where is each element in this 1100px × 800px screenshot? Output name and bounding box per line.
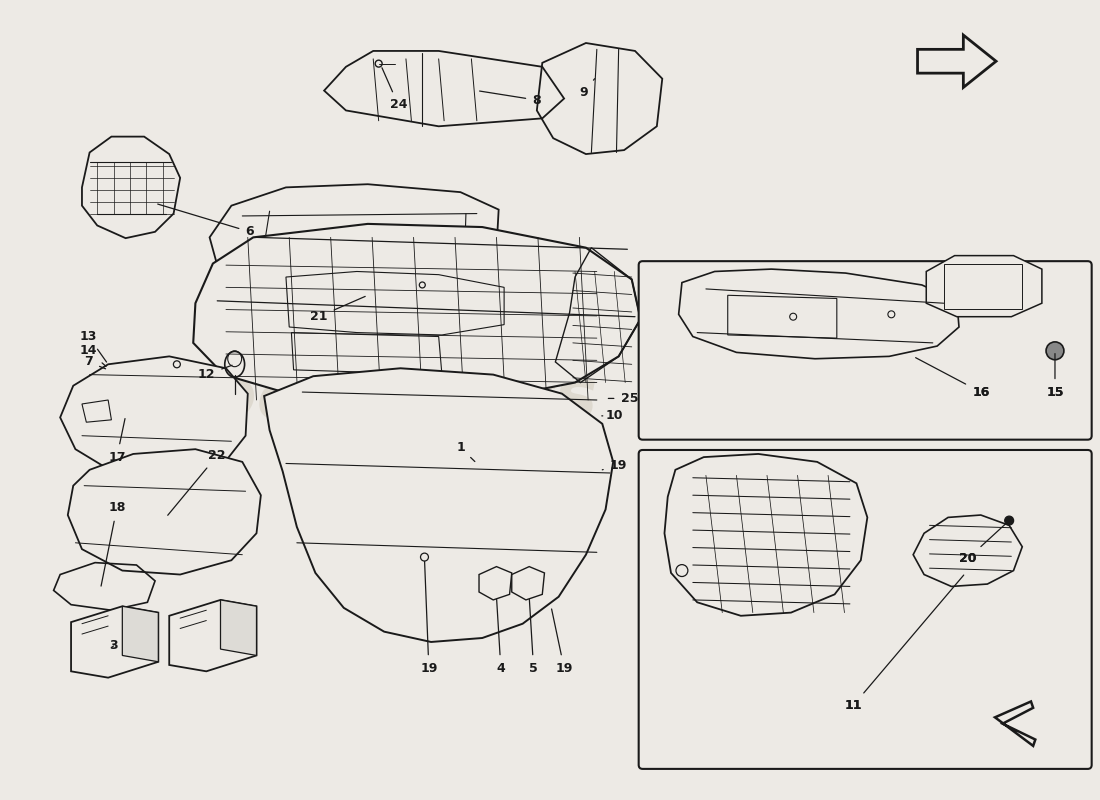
Polygon shape [917,35,997,87]
Text: 9: 9 [580,78,595,98]
Text: 8: 8 [480,91,541,106]
Text: 16: 16 [972,386,990,398]
Text: 22: 22 [167,449,225,515]
Polygon shape [996,702,1035,746]
Text: 18: 18 [101,502,125,586]
Text: 7: 7 [84,355,106,369]
Text: 25: 25 [608,392,638,405]
Polygon shape [679,269,959,358]
Polygon shape [194,224,640,402]
Text: 14: 14 [80,344,106,366]
Polygon shape [913,515,1022,586]
Text: 11: 11 [845,699,862,712]
Text: eurocarparts: eurocarparts [72,366,598,434]
Text: 13: 13 [80,330,107,362]
Text: 19: 19 [420,562,438,674]
Circle shape [1004,516,1013,525]
FancyBboxPatch shape [639,261,1091,440]
Polygon shape [926,256,1042,317]
Polygon shape [60,356,248,478]
Text: 19: 19 [551,609,573,674]
Text: 20: 20 [959,522,1008,565]
Polygon shape [664,454,868,616]
Polygon shape [72,606,158,678]
Polygon shape [68,449,261,574]
Text: 19: 19 [603,458,627,471]
Text: 20: 20 [959,552,977,565]
Text: 6: 6 [157,204,254,238]
Text: 10: 10 [602,410,623,422]
Polygon shape [220,600,256,655]
Text: 11: 11 [845,575,964,712]
Text: 15: 15 [1046,386,1064,398]
Text: 12: 12 [198,366,232,381]
Text: 21: 21 [310,296,365,323]
Text: 5: 5 [529,599,538,674]
Polygon shape [122,606,158,662]
Text: 24: 24 [382,68,407,111]
Text: 4: 4 [496,599,505,674]
Text: 3: 3 [109,639,118,653]
FancyBboxPatch shape [639,450,1091,769]
Text: 15: 15 [1046,354,1064,398]
Text: 17: 17 [108,418,125,464]
Text: 1: 1 [456,441,475,462]
Text: 16: 16 [915,358,990,398]
Circle shape [1046,342,1064,360]
Polygon shape [169,600,256,671]
Polygon shape [264,368,613,642]
